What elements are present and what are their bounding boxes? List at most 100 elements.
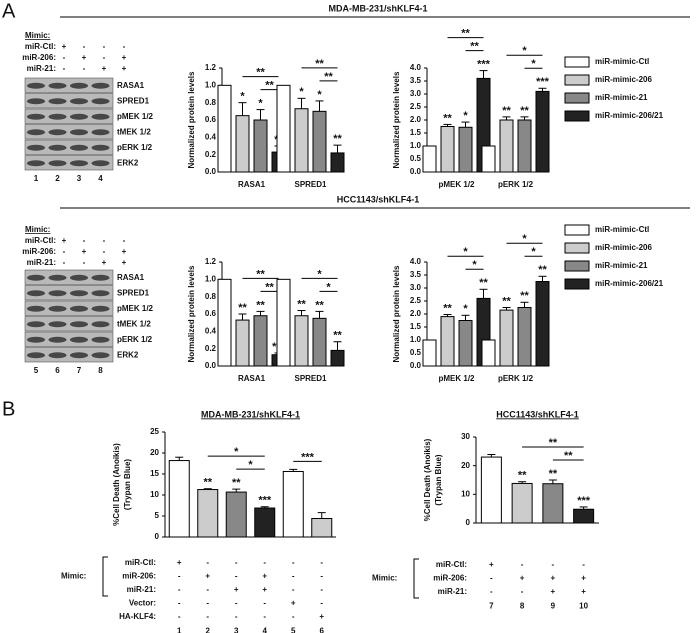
- condition-sign: -: [63, 53, 66, 62]
- significance-star: **: [518, 470, 527, 482]
- y-axis-label: Normalized protein levels: [187, 71, 196, 168]
- significance-label: **: [324, 71, 333, 83]
- condition-name: miR-Ctl:: [25, 42, 56, 51]
- bar: [330, 349, 345, 367]
- blot-band: [91, 98, 110, 105]
- y-tick-label: 3.5: [410, 270, 422, 279]
- bar: [311, 518, 333, 538]
- significance-star: **: [443, 112, 452, 124]
- y-tick-label: 0.0: [410, 361, 422, 370]
- blot-band: [48, 336, 67, 343]
- condition-sign: +: [177, 558, 182, 567]
- condition-sign: -: [490, 574, 493, 583]
- mimic-label: Mimic:: [25, 31, 50, 40]
- blot-strip: [24, 285, 114, 301]
- y-tick-label: 0.8: [205, 292, 217, 301]
- blot-band: [48, 113, 67, 120]
- y-axis-label: Normalized protein levels: [392, 71, 401, 168]
- y-axis-label: (Trypan Blue): [123, 459, 132, 510]
- condition-name: Vector:: [129, 599, 156, 608]
- y-tick-label: 0: [466, 518, 471, 527]
- y-tick-label: 3.0: [410, 283, 422, 292]
- protein-label: pMEK 1/2: [117, 304, 154, 313]
- condition-sign: +: [581, 574, 586, 583]
- blot-band: [27, 160, 45, 167]
- condition-name: miR-206:: [122, 572, 156, 581]
- blot-band: [48, 82, 67, 89]
- bar: [422, 145, 437, 173]
- x-tick-label: 6: [320, 627, 325, 633]
- condition-sign: -: [206, 599, 209, 608]
- y-tick-label: 15: [150, 469, 159, 478]
- blot-band: [70, 336, 88, 343]
- significance-label: *: [248, 459, 253, 471]
- y-tick-label: 0.2: [205, 150, 217, 159]
- condition-sign: +: [551, 587, 556, 596]
- group-bracket: [413, 558, 419, 599]
- bar: [535, 281, 550, 367]
- bar: [499, 119, 514, 173]
- x-tick-label: RASA1: [238, 180, 266, 189]
- condition-sign: -: [103, 42, 106, 51]
- bar: [480, 456, 502, 524]
- bar: [254, 507, 276, 538]
- condition-sign: +: [205, 572, 210, 581]
- blot-strip: [24, 331, 114, 347]
- bar: [253, 315, 268, 367]
- bar: [511, 482, 533, 524]
- y-tick-label: 1.2: [205, 257, 217, 266]
- condition-name: miR-21:: [127, 585, 156, 594]
- significance-star: **: [520, 290, 529, 302]
- section-title: MDA-MB-231/shKLF4-1: [328, 3, 427, 13]
- significance-star: ***: [258, 495, 272, 507]
- y-tick-label: 0.0: [205, 361, 217, 370]
- blot-band: [27, 98, 45, 105]
- bar: [197, 489, 219, 538]
- legend-label: miR-mimic-206: [595, 75, 652, 84]
- y-tick-label: 4.0: [410, 257, 422, 266]
- legend-swatch: [564, 56, 590, 68]
- x-tick-label: SPRED1: [294, 374, 327, 383]
- bar: [276, 84, 291, 173]
- blot-band: [48, 274, 67, 281]
- protein-label: ERK2: [117, 350, 139, 359]
- significance-star: **: [203, 477, 212, 489]
- lane-number: 8: [98, 366, 103, 375]
- bar: [294, 315, 309, 367]
- blot-band: [91, 290, 110, 297]
- bar: [481, 145, 496, 173]
- condition-sign: +: [102, 258, 107, 267]
- blot-band: [48, 129, 67, 136]
- condition-sign: -: [63, 64, 66, 73]
- condition-sign: +: [551, 574, 556, 583]
- y-axis-label: (Trypan Blue): [434, 454, 443, 505]
- legend-swatch: [564, 224, 590, 236]
- group-bracket: [102, 556, 108, 597]
- y-tick-label: 20: [461, 461, 470, 470]
- blot-band: [48, 160, 67, 167]
- condition-sign: -: [123, 236, 126, 245]
- condition-sign: +: [262, 585, 267, 594]
- bar: [217, 84, 232, 173]
- significance-label: **: [461, 28, 470, 40]
- y-tick-label: 0.6: [205, 309, 217, 318]
- bar: [517, 307, 532, 367]
- blot-band: [27, 352, 45, 359]
- legend-swatch: [564, 278, 590, 290]
- x-tick-label: RASA1: [238, 374, 266, 383]
- bar: [517, 119, 532, 173]
- legend-swatch: [564, 242, 590, 254]
- x-tick-label: 2: [206, 627, 211, 633]
- blot-band: [70, 321, 88, 328]
- x-tick-label: SPRED1: [294, 180, 327, 189]
- condition-sign: -: [103, 236, 106, 245]
- y-tick-label: 1.0: [205, 80, 217, 89]
- condition-sign: -: [292, 612, 295, 621]
- significance-star: **: [443, 302, 452, 314]
- blot-band: [70, 274, 88, 281]
- condition-sign: -: [521, 560, 524, 569]
- x-tick-label: 1: [177, 627, 182, 633]
- significance-star: **: [502, 105, 511, 117]
- y-tick-label: 20: [150, 448, 159, 457]
